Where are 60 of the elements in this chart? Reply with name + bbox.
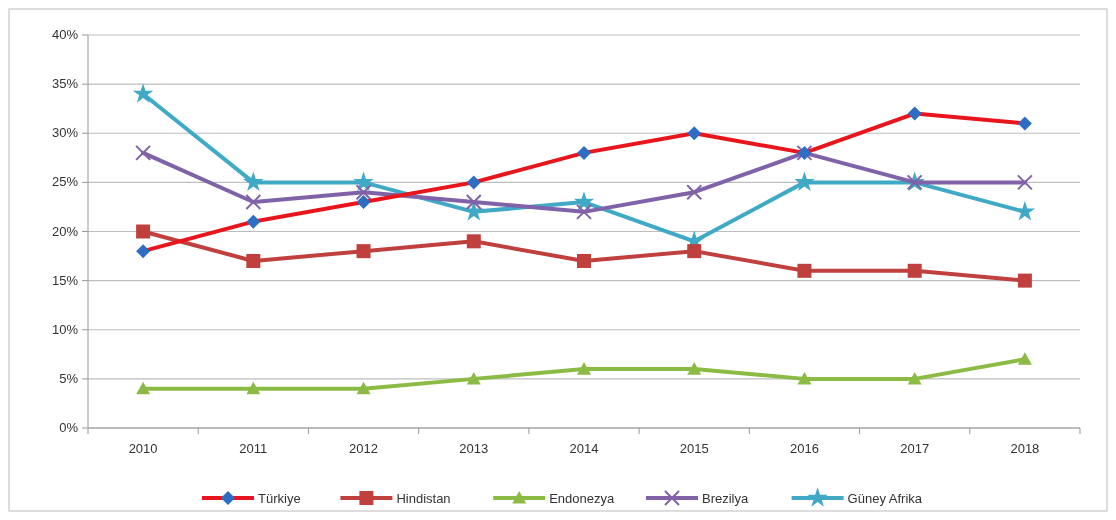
x-tick-label: 2015 (679, 441, 709, 456)
legend-label: Türkiye (258, 491, 301, 506)
point (246, 381, 261, 395)
x-tick-label: 2014 (569, 441, 599, 456)
point (797, 371, 812, 385)
y-tick-label: 5% (59, 370, 79, 386)
point (577, 362, 591, 375)
x-tick-label: 2016 (789, 441, 819, 456)
y-tick-label: 30% (51, 125, 79, 141)
point (353, 171, 374, 192)
x-tick-label: 2013 (459, 441, 489, 456)
point (135, 144, 152, 161)
point (1016, 174, 1033, 191)
point (577, 253, 591, 268)
point (466, 175, 481, 190)
point (797, 263, 812, 278)
y-tick-label: 35% (51, 76, 79, 92)
x-tick-label: 2018 (1010, 441, 1040, 456)
point (466, 234, 481, 249)
point (1017, 116, 1032, 131)
point (243, 171, 264, 192)
point (1017, 273, 1032, 288)
y-tick-label: 15% (51, 272, 79, 288)
point (466, 371, 481, 385)
x-tick-label: 2012 (349, 441, 379, 456)
point (577, 145, 591, 160)
point (794, 171, 815, 192)
point (687, 362, 702, 375)
x-tick-label: 2017 (900, 441, 930, 456)
legend-label: Endonezya (549, 491, 616, 506)
point (136, 381, 151, 395)
point (356, 195, 371, 210)
x-tick-label: 2010 (128, 441, 158, 456)
point (465, 194, 482, 211)
point (907, 106, 922, 121)
x-tick-label: 2011 (239, 441, 268, 456)
point (245, 194, 262, 211)
point (1017, 352, 1032, 365)
point (687, 244, 702, 259)
legend-label: Hindistan (396, 491, 451, 506)
legend-label: Brezilya (702, 491, 750, 506)
point (907, 371, 922, 385)
point (246, 253, 261, 268)
y-tick-label: 20% (51, 223, 79, 239)
y-tick-label: 10% (51, 321, 79, 337)
point (907, 263, 922, 278)
point (576, 203, 592, 220)
point (246, 214, 261, 229)
y-tick-label: 25% (51, 174, 79, 190)
point (132, 83, 154, 103)
y-tick-label: 40% (51, 27, 79, 42)
y-tick-label: 0% (59, 420, 79, 435)
legend-label: Güney Afrika (847, 491, 923, 506)
point (136, 244, 151, 259)
point (136, 224, 151, 239)
point (356, 244, 371, 259)
point (686, 184, 703, 201)
point (687, 126, 702, 141)
point (355, 184, 372, 201)
point (356, 381, 371, 395)
